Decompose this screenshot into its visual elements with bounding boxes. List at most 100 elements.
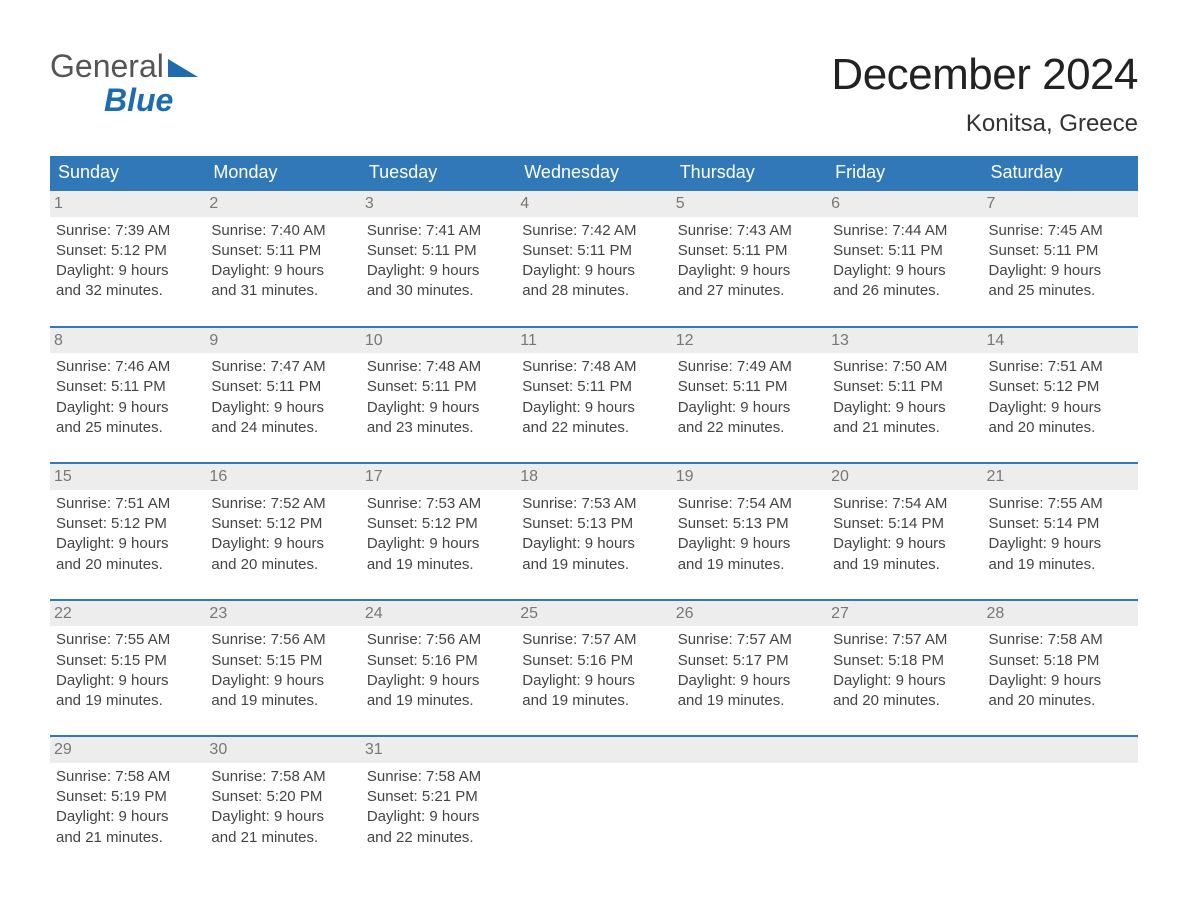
day-details: Sunrise: 7:56 AMSunset: 5:16 PMDaylight:… (367, 630, 510, 711)
logo: General Blue (50, 50, 198, 117)
daylight-line-1: Daylight: 9 hours (678, 534, 821, 554)
day-number: 26 (672, 601, 827, 627)
daylight-line-2: and 19 minutes. (989, 555, 1132, 575)
day-cell: 7Sunrise: 7:45 AMSunset: 5:11 PMDaylight… (983, 191, 1138, 308)
daylight-line-1: Daylight: 9 hours (989, 398, 1132, 418)
daylight-line-1: Daylight: 9 hours (56, 807, 199, 827)
daylight-line-1: Daylight: 9 hours (833, 261, 976, 281)
day-details: Sunrise: 7:51 AMSunset: 5:12 PMDaylight:… (56, 494, 199, 575)
daylight-line-1: Daylight: 9 hours (56, 398, 199, 418)
daylight-line-2: and 19 minutes. (211, 691, 354, 711)
sunset-line: Sunset: 5:15 PM (56, 651, 199, 671)
daylight-line-1: Daylight: 9 hours (522, 534, 665, 554)
day-cell: 22Sunrise: 7:55 AMSunset: 5:15 PMDayligh… (50, 601, 205, 718)
sunrise-line: Sunrise: 7:44 AM (833, 221, 976, 241)
day-number: 28 (983, 601, 1138, 627)
day-details: Sunrise: 7:51 AMSunset: 5:12 PMDaylight:… (989, 357, 1132, 438)
day-number: 23 (205, 601, 360, 627)
day-cell: 9Sunrise: 7:47 AMSunset: 5:11 PMDaylight… (205, 328, 360, 445)
day-cell: 28 Sunrise: 7:58 AMSunset: 5:18 PMDayligh… (983, 601, 1138, 718)
day-details: Sunrise: 7:58 AMSunset: 5:18 PMDaylight:… (989, 630, 1132, 711)
day-number: 3 (361, 191, 516, 217)
sunset-line: Sunset: 5:17 PM (678, 651, 821, 671)
daylight-line-1: Daylight: 9 hours (989, 671, 1132, 691)
sunrise-line: Sunrise: 7:56 AM (367, 630, 510, 650)
daylight-line-2: and 20 minutes. (989, 691, 1132, 711)
day-number: 19 (672, 464, 827, 490)
daylight-line-2: and 19 minutes. (678, 691, 821, 711)
sunset-line: Sunset: 5:19 PM (56, 787, 199, 807)
daylight-line-2: and 27 minutes. (678, 281, 821, 301)
sunset-line: Sunset: 5:11 PM (211, 241, 354, 261)
sunrise-line: Sunrise: 7:56 AM (211, 630, 354, 650)
sunset-line: Sunset: 5:11 PM (56, 377, 199, 397)
day-number: 4 (516, 191, 671, 217)
daylight-line-2: and 25 minutes. (56, 418, 199, 438)
day-details: Sunrise: 7:44 AMSunset: 5:11 PMDaylight:… (833, 221, 976, 302)
sunset-line: Sunset: 5:11 PM (522, 377, 665, 397)
sunset-line: Sunset: 5:11 PM (833, 377, 976, 397)
daylight-line-1: Daylight: 9 hours (56, 671, 199, 691)
daylight-line-2: and 19 minutes. (56, 691, 199, 711)
sunset-line: Sunset: 5:16 PM (522, 651, 665, 671)
sunset-line: Sunset: 5:11 PM (678, 241, 821, 261)
daylight-line-1: Daylight: 9 hours (211, 261, 354, 281)
sunrise-line: Sunrise: 7:41 AM (367, 221, 510, 241)
day-number: 30 (205, 737, 360, 763)
empty-day-cell (827, 737, 982, 854)
day-cell: 10Sunrise: 7:48 AMSunset: 5:11 PMDayligh… (361, 328, 516, 445)
day-header-cell: Tuesday (361, 156, 516, 189)
daylight-line-1: Daylight: 9 hours (989, 534, 1132, 554)
daylight-line-1: Daylight: 9 hours (833, 534, 976, 554)
day-header-cell: Monday (205, 156, 360, 189)
day-header-cell: Wednesday (516, 156, 671, 189)
sunrise-line: Sunrise: 7:52 AM (211, 494, 354, 514)
sunset-line: Sunset: 5:11 PM (989, 241, 1132, 261)
title-block: December 2024 Konitsa, Greece (831, 50, 1138, 138)
day-cell: 20Sunrise: 7:54 AMSunset: 5:14 PMDayligh… (827, 464, 982, 581)
day-details: Sunrise: 7:56 AMSunset: 5:15 PMDaylight:… (211, 630, 354, 711)
sunset-line: Sunset: 5:11 PM (833, 241, 976, 261)
day-number: 22 (50, 601, 205, 627)
day-details: Sunrise: 7:54 AMSunset: 5:13 PMDaylight:… (678, 494, 821, 575)
day-cell: 16Sunrise: 7:52 AMSunset: 5:12 PMDayligh… (205, 464, 360, 581)
daylight-line-2: and 32 minutes. (56, 281, 199, 301)
day-number: 24 (361, 601, 516, 627)
sunrise-line: Sunrise: 7:57 AM (833, 630, 976, 650)
day-number (983, 737, 1138, 763)
daylight-line-1: Daylight: 9 hours (211, 671, 354, 691)
daylight-line-1: Daylight: 9 hours (56, 534, 199, 554)
day-cell: 5Sunrise: 7:43 AMSunset: 5:11 PMDaylight… (672, 191, 827, 308)
page-subtitle: Konitsa, Greece (831, 110, 1138, 138)
daylight-line-1: Daylight: 9 hours (367, 671, 510, 691)
daylight-line-1: Daylight: 9 hours (367, 398, 510, 418)
sunrise-line: Sunrise: 7:54 AM (678, 494, 821, 514)
day-details: Sunrise: 7:58 AMSunset: 5:19 PMDaylight:… (56, 767, 199, 848)
day-details: Sunrise: 7:58 AMSunset: 5:20 PMDaylight:… (211, 767, 354, 848)
day-cell: 2Sunrise: 7:40 AMSunset: 5:11 PMDaylight… (205, 191, 360, 308)
daylight-line-2: and 23 minutes. (367, 418, 510, 438)
logo-flag-icon (168, 50, 198, 84)
day-details: Sunrise: 7:48 AMSunset: 5:11 PMDaylight:… (367, 357, 510, 438)
day-number: 15 (50, 464, 205, 490)
day-number: 27 (827, 601, 982, 627)
day-details: Sunrise: 7:39 AMSunset: 5:12 PMDaylight:… (56, 221, 199, 302)
daylight-line-1: Daylight: 9 hours (211, 807, 354, 827)
sunrise-line: Sunrise: 7:48 AM (367, 357, 510, 377)
daylight-line-2: and 22 minutes. (367, 828, 510, 848)
day-number: 25 (516, 601, 671, 627)
sunrise-line: Sunrise: 7:50 AM (833, 357, 976, 377)
day-number: 31 (361, 737, 516, 763)
sunrise-line: Sunrise: 7:54 AM (833, 494, 976, 514)
sunset-line: Sunset: 5:14 PM (989, 514, 1132, 534)
day-cell: 13Sunrise: 7:50 AMSunset: 5:11 PMDayligh… (827, 328, 982, 445)
daylight-line-2: and 20 minutes. (989, 418, 1132, 438)
page-title: December 2024 (831, 50, 1138, 100)
day-details: Sunrise: 7:48 AMSunset: 5:11 PMDaylight:… (522, 357, 665, 438)
daylight-line-1: Daylight: 9 hours (522, 261, 665, 281)
day-number: 17 (361, 464, 516, 490)
day-cell: 21Sunrise: 7:55 AMSunset: 5:14 PMDayligh… (983, 464, 1138, 581)
sunset-line: Sunset: 5:13 PM (678, 514, 821, 534)
day-details: Sunrise: 7:52 AMSunset: 5:12 PMDaylight:… (211, 494, 354, 575)
sunset-line: Sunset: 5:11 PM (211, 377, 354, 397)
